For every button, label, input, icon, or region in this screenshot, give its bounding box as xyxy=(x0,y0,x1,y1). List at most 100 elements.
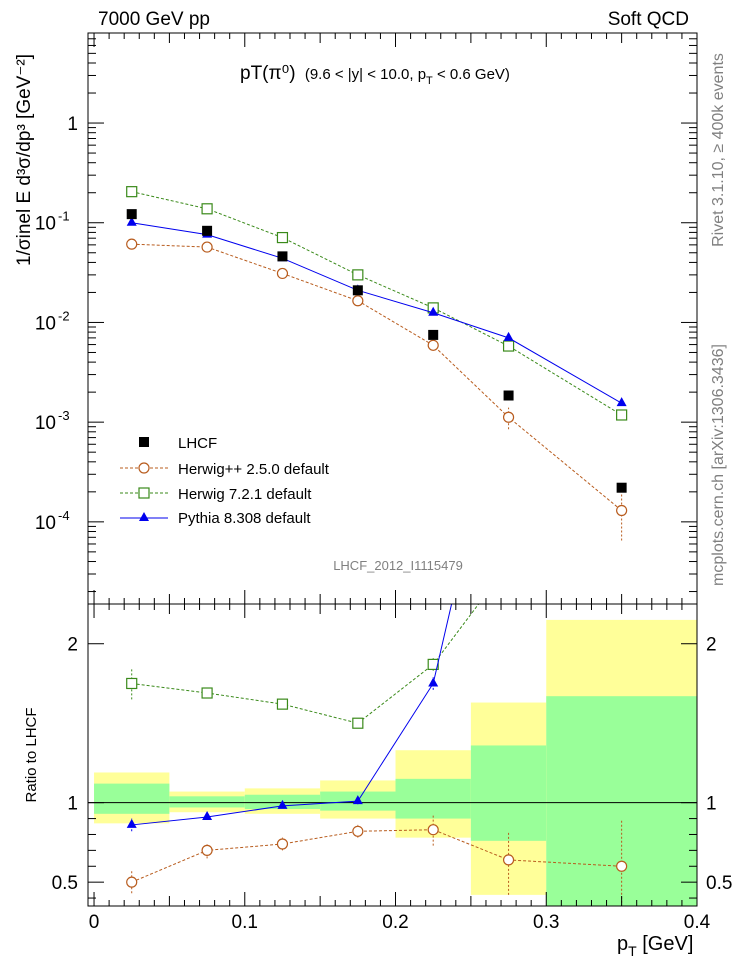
x-tick-label: 0 xyxy=(89,912,100,933)
ratio-ticks xyxy=(88,604,698,906)
ratio-point-pythia xyxy=(428,677,439,687)
legend-label-herwigpp: Herwig++ 2.5.0 default xyxy=(178,461,330,478)
ratio-bands xyxy=(94,619,697,906)
ratio-point-herwigpp xyxy=(502,854,515,866)
x-tick-label: 0.2 xyxy=(382,912,408,933)
main-point-herwig7 xyxy=(352,269,364,281)
legend: LHCF Herwig++ 2.5.0 default Herwig 7.2.1… xyxy=(120,435,330,527)
ratio-series xyxy=(126,604,628,906)
ratio-y-tick-label-left: 1 xyxy=(67,794,78,815)
legend-marker-data xyxy=(139,437,149,447)
plot-title: pT(π⁰) (9.6 < |y| < 10.0, pT < 0.6 GeV) xyxy=(240,63,510,87)
plot-title-cut-sub: T xyxy=(426,75,433,87)
ratio-y-tick-label-left: 0.5 xyxy=(52,873,78,894)
ratio-y-tick-label-right: 1 xyxy=(706,794,717,815)
main-point-herwigpp xyxy=(427,339,439,351)
ratio-y-tick-label-left: 2 xyxy=(67,635,78,656)
ratio-band-green xyxy=(395,778,471,819)
main-y-label: 1/σinel E d³σ/dp³ [GeV⁻²] xyxy=(14,54,35,266)
main-y-tick-exponent: -3 xyxy=(58,408,70,423)
plot-title-cut-end: < 0.6 GeV) xyxy=(433,66,510,83)
main-point-pythia xyxy=(616,397,627,407)
main-ticks xyxy=(88,32,698,604)
main-series xyxy=(126,186,628,541)
main-point-herwig7 xyxy=(126,186,138,198)
ratio-point-pythia xyxy=(126,818,137,828)
legend-label-data: LHCF xyxy=(178,435,217,452)
main-y-tick-exponent: -1 xyxy=(58,209,70,224)
plot-title-main: pT(π⁰) xyxy=(240,63,296,84)
main-point-herwig7 xyxy=(616,409,628,421)
x-tick-label: 0.1 xyxy=(232,912,258,933)
main-point-herwigpp xyxy=(502,411,515,423)
legend-entry-herwig7: Herwig 7.2.1 default xyxy=(120,486,312,503)
main-point-data xyxy=(428,329,439,340)
main-point-pythia xyxy=(428,306,439,316)
mcplots-note: mcplots.cern.ch [arXiv:1306.3436] xyxy=(710,344,727,586)
main-y-tick-label: 10 xyxy=(35,513,56,534)
legend-entry-data: LHCF xyxy=(139,435,217,452)
x-tick-label: 0.4 xyxy=(684,912,711,933)
main-y-tick-label: 10 xyxy=(35,214,56,235)
legend-marker-pythia xyxy=(139,512,149,521)
main-point-herwigpp xyxy=(616,504,628,517)
main-point-pythia xyxy=(126,216,137,226)
ratio-y-label: Ratio to LHCF xyxy=(23,707,40,802)
legend-entry-herwigpp: Herwig++ 2.5.0 default xyxy=(120,461,330,478)
main-line-herwig7 xyxy=(131,191,622,416)
x-tick-labels: 0 0.1 0.2 0.3 0.4 xyxy=(89,912,711,933)
ratio-band-green xyxy=(94,783,170,814)
main-point-data xyxy=(503,390,514,401)
ratio-y-tick-labels: 0.5 0.5 1 1 2 2 xyxy=(52,635,733,894)
x-axis-label-sub: T xyxy=(628,943,637,959)
main-point-data xyxy=(277,251,288,262)
ratio-point-herwig7 xyxy=(352,717,364,729)
x-axis-label: pT [GeV] xyxy=(617,933,693,959)
ratio-point-herwigpp xyxy=(126,876,138,888)
main-y-tick-label: 10 xyxy=(35,313,56,334)
legend-marker-herwig7 xyxy=(138,487,150,499)
main-point-herwig7 xyxy=(201,203,213,215)
main-panel: 110-110-210-310-4 pT(π⁰) (9.6 < |y| < 10… xyxy=(14,32,698,605)
main-point-data xyxy=(616,482,627,493)
main-point-data xyxy=(126,209,137,220)
ratio-point-herwigpp xyxy=(427,824,439,836)
ratio-point-pythia xyxy=(352,795,363,805)
ratio-point-herwig7 xyxy=(126,677,138,690)
ratio-band-green xyxy=(470,745,547,841)
ratio-point-herwig7 xyxy=(276,698,289,710)
main-y-tick-labels: 110-110-210-310-4 xyxy=(35,114,78,534)
rivet-note: Rivet 3.1.10, ≥ 400k events xyxy=(710,53,727,247)
main-point-herwigpp xyxy=(276,267,289,280)
main-point-herwigpp xyxy=(201,241,213,253)
main-point-data xyxy=(202,225,213,236)
ratio-panel: 0.5 0.5 1 1 2 2 0 0.1 0.2 0.3 0.4 Ratio to LHCF p… xyxy=(23,603,733,959)
ratio-point-herwigpp xyxy=(201,844,213,856)
ratio-y-tick-label-right: 2 xyxy=(706,635,717,656)
legend-marker-herwigpp xyxy=(138,462,150,474)
main-point-herwigpp xyxy=(352,295,364,307)
ratio-point-herwigpp xyxy=(352,825,364,837)
ratio-band-green xyxy=(169,796,245,808)
ratio-point-pythia xyxy=(202,810,213,820)
main-point-herwig7 xyxy=(276,231,289,244)
ratio-point-pythia xyxy=(277,799,288,809)
main-point-pythia xyxy=(503,331,514,341)
main-y-tick-exponent: -2 xyxy=(58,308,70,323)
main-y-tick-label: 1 xyxy=(67,114,78,135)
ratio-frame xyxy=(87,603,698,907)
ratio-point-herwig7 xyxy=(201,687,213,699)
x-tick-label: 0.3 xyxy=(533,912,559,933)
header-left: 7000 GeV pp xyxy=(98,9,210,30)
main-point-herwig7 xyxy=(502,340,515,352)
main-point-data xyxy=(352,285,363,296)
legend-entry-pythia: Pythia 8.308 default xyxy=(120,510,311,527)
header-right: Soft QCD xyxy=(608,9,689,30)
main-y-tick-exponent: -4 xyxy=(58,508,70,523)
main-y-tick-label: 10 xyxy=(35,413,56,434)
ratio-point-herwig7 xyxy=(427,658,439,671)
legend-label-pythia: Pythia 8.308 default xyxy=(178,510,311,527)
ratio-point-herwigpp xyxy=(616,860,628,872)
watermark: LHCF_2012_I1115479 xyxy=(333,558,463,573)
